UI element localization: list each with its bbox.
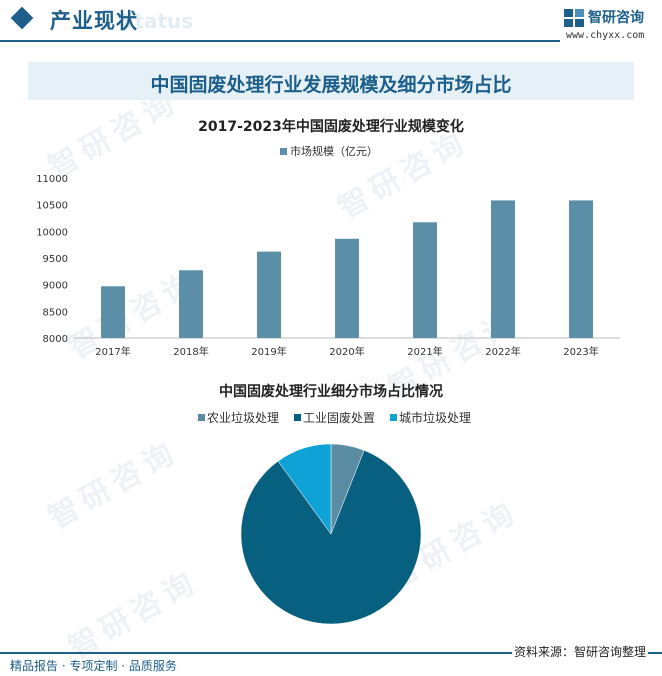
pie-chart: 农业垃圾处理 工业固废处置 城市垃圾处理 (198, 410, 471, 625)
brand-logo-icon (564, 9, 584, 27)
pie-slice (240, 449, 422, 625)
legend-label: 工业固废处置 (303, 410, 375, 425)
x-tick-label: 2017年 (95, 345, 130, 358)
header-ghost-text: Status (120, 9, 194, 33)
bar (335, 238, 359, 338)
bar (413, 222, 437, 338)
page-header: Status 产业现状 智研咨询 www.chyxx.com (0, 0, 662, 44)
pie-slice (277, 443, 332, 535)
x-tick-label: 2018年 (173, 345, 208, 358)
bar (491, 200, 515, 338)
bar (569, 200, 593, 338)
bar (179, 270, 203, 338)
y-tick-label: 9000 (43, 281, 68, 292)
bar-chart-title: 2017-2023年中国固废处理行业规模变化 (198, 119, 464, 135)
bar-legend: 市场规模（亿元） (280, 144, 378, 158)
y-tick-label: 10000 (36, 227, 68, 238)
legend-swatch (390, 414, 397, 421)
y-tick-label: 9500 (43, 254, 68, 265)
y-tick-label: 10500 (36, 201, 68, 212)
pie-chart-title: 中国固废处理行业细分市场占比情况 (219, 384, 443, 400)
y-tick-label: 8500 (43, 307, 68, 318)
diamond-icon (10, 6, 34, 30)
bar (257, 251, 281, 338)
x-tick-label: 2020年 (329, 345, 364, 358)
x-tick-label: 2022年 (485, 345, 520, 358)
legend-label: 城市垃圾处理 (399, 410, 471, 425)
header-divider (0, 40, 560, 42)
x-tick-label: 2021年 (407, 345, 442, 358)
legend-swatch (294, 414, 301, 421)
bar (101, 286, 125, 338)
pie-legend: 农业垃圾处理 工业固废处置 城市垃圾处理 (198, 410, 471, 425)
y-tick-label: 8000 (43, 334, 68, 345)
bar-chart: 市场规模（亿元） 8000 8500 9000 9500 10000 10500 11000 2… (36, 144, 620, 358)
footer-divider (0, 652, 662, 654)
footer-tagline: 精品报告 · 专项定制 · 品质服务 (10, 659, 177, 673)
legend-swatch (280, 148, 287, 155)
section-title: 产业现状 (50, 9, 138, 33)
legend-label: 农业垃圾处理 (207, 410, 279, 425)
brand-url: www.chyxx.com (566, 30, 645, 41)
brand-name: 智研咨询 (588, 10, 644, 26)
x-tick-label: 2023年 (563, 345, 598, 358)
footer-source: 资料来源：智研咨询整理 (511, 643, 648, 660)
legend-label: 市场规模（亿元） (290, 144, 378, 158)
title-banner: 中国固废处理行业发展规模及细分市场占比 (28, 62, 634, 100)
banner-title: 中国固废处理行业发展规模及细分市场占比 (150, 74, 512, 96)
y-tick-label: 11000 (36, 174, 68, 185)
legend-swatch (198, 414, 205, 421)
x-tick-label: 2019年 (251, 345, 286, 358)
